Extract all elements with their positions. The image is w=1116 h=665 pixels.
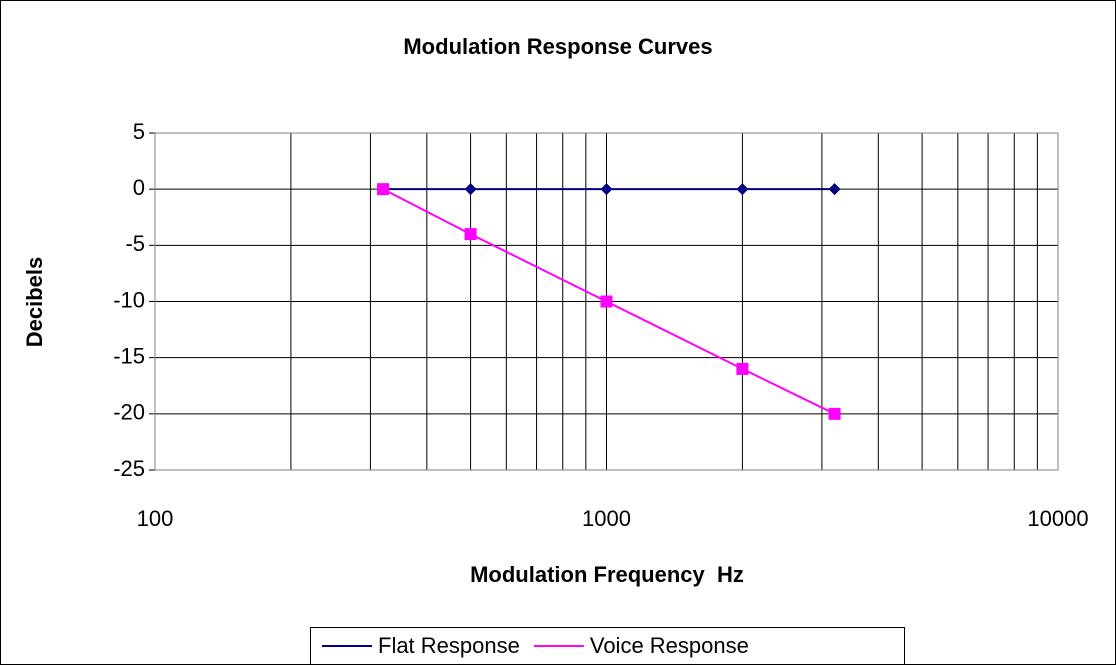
x-tick-label: 100 xyxy=(137,506,174,531)
plot-border xyxy=(154,132,1059,471)
y-tick-label: -25 xyxy=(113,456,145,481)
marker xyxy=(464,183,477,196)
y-tick-label: -15 xyxy=(113,343,145,368)
x-tick-label: 10000 xyxy=(1027,506,1088,531)
marker xyxy=(464,228,477,241)
x-axis-label: Modulation Frequency Hz xyxy=(470,562,744,587)
marker xyxy=(828,407,841,420)
marker xyxy=(377,183,390,196)
y-tick-label: 0 xyxy=(133,175,145,200)
marker xyxy=(600,295,613,308)
y-tick-label: -10 xyxy=(113,287,145,312)
legend-items: Flat Response Voice Response xyxy=(322,633,749,658)
marker xyxy=(600,183,613,196)
legend xyxy=(310,627,905,665)
legend-label: Voice Response xyxy=(590,633,749,658)
marker xyxy=(736,183,749,196)
y-tick-label: -5 xyxy=(125,231,145,256)
legend-label: Flat Response xyxy=(378,633,520,658)
x-tick-label: 1000 xyxy=(582,506,631,531)
marker xyxy=(828,183,841,196)
y-axis-label: Decibels xyxy=(22,257,47,348)
y-tick-label: -20 xyxy=(113,400,145,425)
chart-title: Modulation Response Curves xyxy=(403,34,712,59)
y-tick-label: 5 xyxy=(133,119,145,144)
marker xyxy=(736,362,749,375)
